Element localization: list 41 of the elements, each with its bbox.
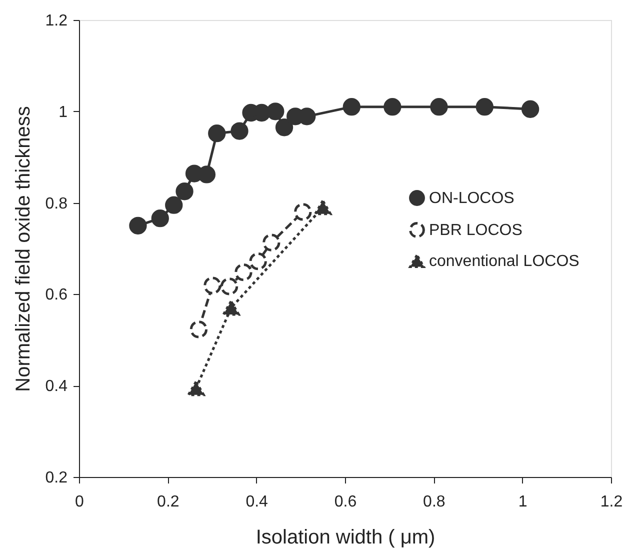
- x-tick-label: 0.4: [246, 494, 268, 510]
- y-tick-label: 0.8: [45, 195, 68, 212]
- point: [187, 380, 205, 396]
- x-tick-label: 0.8: [423, 494, 446, 510]
- point: [266, 102, 284, 120]
- legend-label: ON-LOCOS: [429, 190, 514, 207]
- point: [262, 234, 280, 252]
- point: [129, 216, 147, 234]
- y-tick-label: 0.2: [45, 470, 68, 486]
- point: [476, 98, 494, 116]
- x-tick-label: 1.2: [600, 494, 623, 510]
- point: [294, 203, 312, 221]
- point: [222, 300, 240, 316]
- y-tick-label: 0.4: [45, 378, 68, 396]
- x-axis-title: Isolation width ( μm): [256, 526, 436, 548]
- point: [230, 122, 248, 140]
- point: [430, 98, 448, 116]
- point: [220, 278, 238, 296]
- point: [249, 252, 267, 270]
- point: [176, 182, 194, 200]
- y-tick-label: 0.6: [45, 286, 68, 304]
- point: [190, 320, 208, 338]
- point: [275, 118, 294, 136]
- point: [208, 124, 226, 142]
- point: [384, 98, 402, 116]
- y-tick-label: 1.2: [45, 12, 68, 30]
- x-tick-label: 1: [518, 494, 528, 510]
- point: [234, 263, 252, 282]
- point: [521, 100, 540, 118]
- legend-label: PBR LOCOS: [429, 222, 522, 239]
- legend-label: conventional LOCOS: [429, 253, 580, 270]
- point: [342, 98, 360, 116]
- point: [314, 200, 332, 216]
- x-tick-label: 0.6: [334, 494, 357, 510]
- x-tick-label: 0: [75, 494, 84, 510]
- point: [204, 276, 222, 294]
- point: [165, 196, 183, 214]
- x-tick-label: 0.2: [157, 494, 180, 510]
- y-tick-label: 1: [58, 104, 68, 121]
- y-axis-title: Normalized field oxide thickness: [12, 106, 34, 392]
- point: [151, 210, 169, 228]
